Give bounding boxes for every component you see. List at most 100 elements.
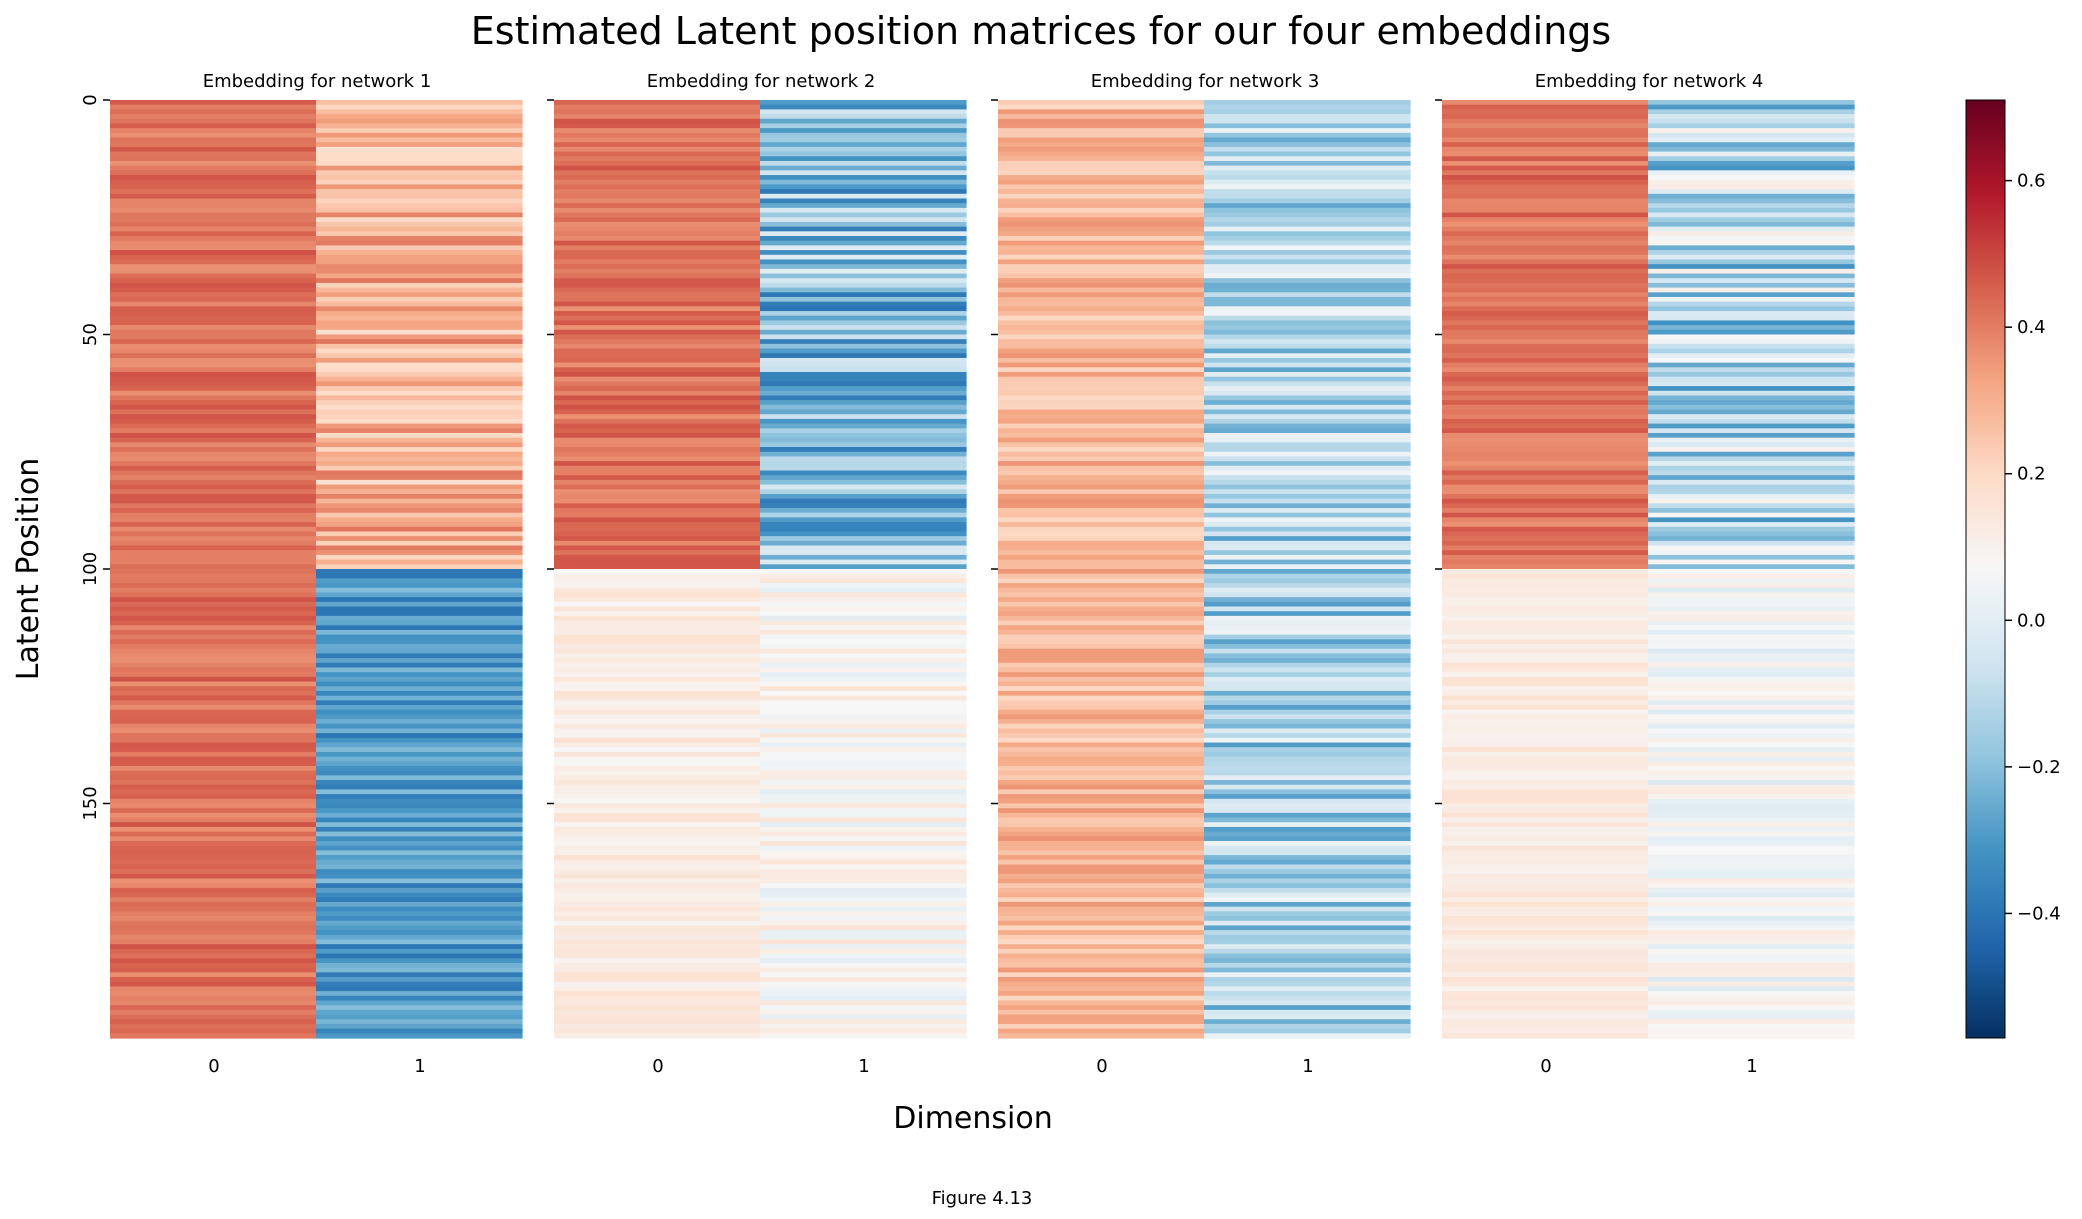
- heatmap-cell: [316, 1019, 523, 1025]
- heatmap-cell: [1204, 484, 1411, 490]
- heatmap-cell: [110, 690, 317, 697]
- heatmap-cell: [554, 958, 761, 964]
- heatmap-cell: [760, 958, 967, 964]
- heatmap-cell: [1648, 437, 1855, 443]
- heatmap-cell: [1648, 404, 1855, 411]
- heatmap-cell: [998, 461, 1205, 467]
- heatmap-cell: [1442, 1009, 1649, 1016]
- heatmap-cell: [760, 639, 967, 645]
- heatmap-cell: [760, 728, 967, 734]
- heatmap-cell: [760, 676, 967, 683]
- heatmap-cell: [316, 437, 523, 443]
- heatmap-cell: [316, 737, 523, 744]
- heatmap-cell: [316, 512, 523, 519]
- heatmap-cell: [998, 250, 1205, 256]
- heatmap-cell: [554, 526, 761, 533]
- heatmap-cell: [1204, 287, 1411, 293]
- heatmap-cell: [998, 493, 1205, 500]
- heatmap-cell: [1204, 414, 1411, 420]
- heatmap-cell: [998, 423, 1205, 429]
- heatmap-cell: [1442, 390, 1649, 397]
- heatmap-cell: [760, 606, 967, 612]
- heatmap-cell: [760, 203, 967, 209]
- heatmap-cell: [1204, 977, 1411, 983]
- heatmap-cell: [110, 203, 317, 209]
- heatmap-cell: [110, 705, 317, 711]
- heatmap-cell: [316, 118, 523, 125]
- heatmap-cell: [554, 470, 761, 476]
- heatmap-cell: [760, 1014, 967, 1020]
- heatmap-cell: [1204, 236, 1411, 242]
- heatmap-cell: [1204, 850, 1411, 856]
- heatmap-cell: [554, 794, 761, 800]
- heatmap-cell: [554, 198, 761, 204]
- heatmap-cell: [1204, 306, 1411, 312]
- heatmap-cell: [316, 386, 523, 392]
- heatmap-cell: [554, 822, 761, 828]
- heatmap-cell: [1648, 236, 1855, 242]
- heatmap-cell: [1648, 170, 1855, 176]
- heatmap-cell: [316, 850, 523, 856]
- heatmap-cell: [110, 629, 317, 636]
- heatmap-cell: [316, 146, 523, 153]
- heatmap-cell: [760, 644, 967, 650]
- heatmap-cell: [554, 320, 761, 326]
- heatmap-cell: [1648, 315, 1855, 322]
- heatmap-cell: [316, 869, 523, 875]
- heatmap-cell: [1204, 381, 1411, 387]
- heatmap-cell: [554, 339, 761, 345]
- heatmap-cell: [316, 250, 523, 256]
- heatmap-cell: [554, 878, 761, 884]
- heatmap-cell: [1648, 221, 1855, 228]
- heatmap-cell: [316, 615, 523, 622]
- heatmap-cell: [316, 254, 523, 261]
- heatmap-cell: [998, 484, 1205, 490]
- heatmap-cell: [554, 784, 761, 791]
- heatmap-cell: [554, 292, 761, 298]
- heatmap-cell: [1442, 812, 1649, 819]
- heatmap-cell: [1442, 203, 1649, 209]
- heatmap-cell: [316, 634, 523, 640]
- heatmap-cell: [998, 756, 1205, 762]
- heatmap-cell: [1442, 925, 1649, 931]
- heatmap-cell: [316, 357, 523, 364]
- heatmap-cell: [1648, 550, 1855, 556]
- heatmap-cell: [998, 409, 1205, 415]
- heatmap-cell: [554, 569, 761, 575]
- heatmap-cell: [998, 203, 1205, 209]
- heatmap-cell: [316, 306, 523, 312]
- heatmap-cell: [1204, 470, 1411, 476]
- heatmap-cell: [1442, 236, 1649, 242]
- heatmap-cell: [110, 723, 317, 730]
- heatmap-cell: [554, 240, 761, 246]
- heatmap-cell: [998, 550, 1205, 556]
- heatmap-cell: [998, 826, 1205, 833]
- heatmap-cell: [1648, 334, 1855, 340]
- heatmap-cell: [316, 587, 523, 594]
- heatmap-cell: [554, 962, 761, 969]
- heatmap-cell: [110, 489, 317, 495]
- heatmap-cell: [554, 273, 761, 279]
- heatmap-cell: [316, 873, 523, 880]
- heatmap-cell: [1648, 948, 1855, 955]
- heatmap-cell: [760, 179, 967, 186]
- heatmap-cell: [554, 226, 761, 232]
- heatmap-cell: [316, 977, 523, 983]
- heatmap-cell: [760, 850, 967, 856]
- heatmap-cell: [998, 981, 1205, 988]
- heatmap-cell: [316, 184, 523, 190]
- heatmap-cell: [1204, 423, 1411, 429]
- heatmap-cell: [316, 569, 523, 575]
- heatmap-cell: [1204, 775, 1411, 781]
- heatmap-cell: [998, 587, 1205, 594]
- heatmap-cell: [110, 498, 317, 504]
- heatmap-cell: [316, 803, 523, 809]
- heatmap-cell: [1648, 953, 1855, 959]
- heatmap-cell: [760, 986, 967, 992]
- heatmap-cell: [1648, 259, 1855, 265]
- heatmap-cell: [1442, 681, 1649, 687]
- heatmap-cell: [760, 311, 967, 317]
- heatmap-cell: [316, 653, 523, 659]
- heatmap-cell: [1442, 658, 1649, 664]
- heatmap-cell: [1442, 418, 1649, 425]
